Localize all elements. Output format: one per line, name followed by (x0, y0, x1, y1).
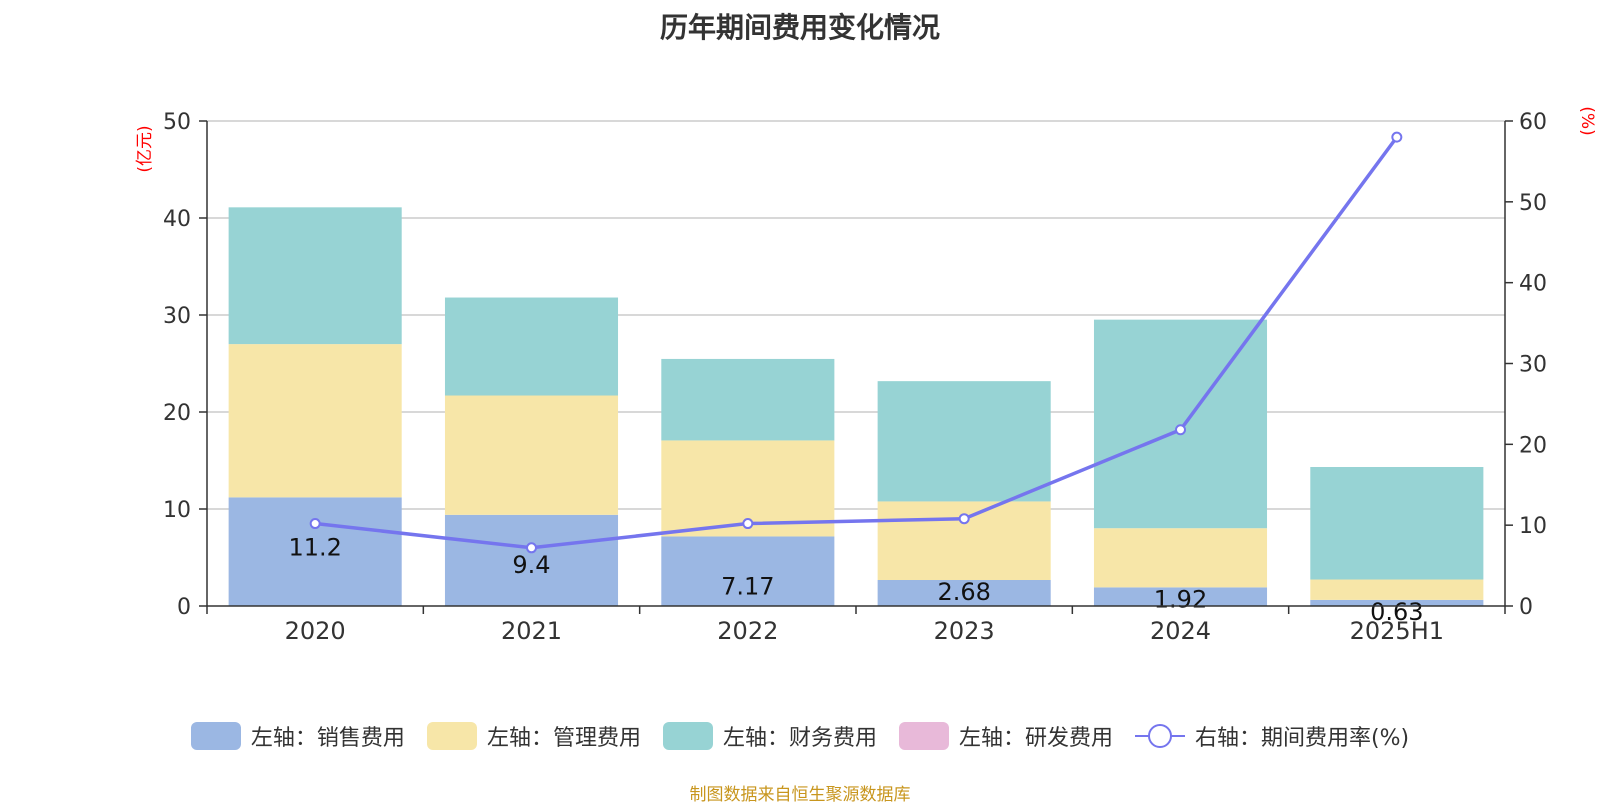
right-axis-tick-label: 40 (1519, 272, 1547, 297)
grid-lines (207, 120, 1505, 510)
legend-swatch (190, 722, 241, 750)
x-axis-tick-label: 2025H1 (1350, 617, 1444, 645)
bar-segment (877, 580, 1051, 606)
left-axis-tick-label: 30 (163, 304, 191, 329)
rate-point (1391, 131, 1403, 143)
data-label-group: 11.2 9.4 7.17 2.68 1.92 0.63 (288, 533, 1423, 626)
bar-segment (1310, 579, 1484, 600)
rate-line-group (309, 131, 1403, 554)
chart-plot: 11.2 9.4 7.17 2.68 1.92 0.63 0 10 20 30 40 50 0 10 20… (135, 106, 1597, 645)
legend-item[interactable]: 左轴：财务费用 (662, 720, 877, 752)
right-axis-tick-label: 10 (1519, 514, 1547, 539)
source-note: 制图数据来自恒生聚源数据库 (689, 785, 911, 805)
axes: 0 10 20 30 40 50 0 10 20 30 40 50 60 (亿元) (%) 2020 2021 2… (135, 106, 1597, 645)
left-axis-title: (亿元) (135, 125, 155, 172)
rate-point (526, 542, 537, 554)
bar-segment (444, 395, 619, 515)
bar-group (228, 207, 1484, 606)
legend-label: 左轴：研发费用 (958, 726, 1113, 751)
legend-label: 左轴：销售费用 (250, 726, 405, 751)
x-axis-tick-label: 2020 (285, 617, 346, 645)
bar-segment (661, 358, 835, 441)
legend-swatch (898, 722, 949, 750)
legend-line-icon (1134, 724, 1185, 748)
legend-item[interactable]: 左轴：研发费用 (898, 720, 1113, 752)
bar-segment (877, 381, 1051, 502)
left-axis-tick-label: 0 (177, 595, 191, 620)
rate-line (314, 136, 1399, 550)
right-axis-tick-label: 20 (1519, 433, 1547, 458)
legend-item[interactable]: 左轴：管理费用 (426, 720, 641, 752)
chart-title: 历年期间费用变化情况 (659, 11, 940, 44)
data-label: 9.4 (512, 551, 550, 579)
data-label: 1.92 (1154, 585, 1207, 613)
bar-segment (444, 297, 619, 396)
right-axis-tick-label: 0 (1519, 595, 1533, 620)
x-axis-tick-label: 2022 (717, 617, 778, 645)
legend: 左轴：销售费用 左轴：管理费用 左轴：财务费用 左轴：研发费用 右轴：期间费用率(%) (0, 720, 1600, 752)
x-axis-tick-label: 2023 (934, 617, 995, 645)
bar-segment (1310, 599, 1484, 606)
x-axis-tick-label: 2021 (501, 617, 562, 645)
left-axis-tick-label: 40 (163, 207, 191, 232)
rate-point (1175, 424, 1186, 436)
data-label: 7.17 (721, 572, 774, 600)
bar-segment (1310, 466, 1484, 580)
bar-segment (228, 207, 402, 345)
left-axis-tick-label: 20 (163, 401, 191, 426)
left-axis-tick-label: 50 (163, 110, 191, 135)
bar-segment (228, 497, 402, 606)
x-axis-tick-label: 2024 (1150, 617, 1211, 645)
left-axis-tick-label: 10 (163, 498, 191, 523)
legend-swatch (426, 722, 477, 750)
data-label: 11.2 (288, 533, 341, 561)
bar-segment (1093, 528, 1268, 588)
data-label: 2.68 (937, 578, 990, 606)
rate-point (742, 518, 754, 530)
legend-label: 左轴：财务费用 (722, 726, 877, 751)
rate-point (309, 518, 321, 530)
bar-segment (228, 344, 402, 498)
bar-segment (1093, 587, 1268, 606)
legend-item[interactable]: 右轴：期间费用率(%) (1134, 720, 1410, 752)
legend-swatch (662, 722, 713, 750)
right-axis-tick-label: 50 (1519, 191, 1547, 216)
right-axis-tick-label: 30 (1519, 353, 1547, 378)
bar-segment (444, 514, 619, 606)
bar-segment (1093, 319, 1268, 529)
legend-item[interactable]: 左轴：销售费用 (190, 720, 405, 752)
right-axis-title: (%) (1577, 106, 1597, 135)
bar-segment (661, 536, 835, 606)
data-label: 0.63 (1370, 598, 1423, 626)
legend-label: 右轴：期间费用率(%) (1194, 726, 1410, 751)
right-axis-tick-label: 60 (1519, 110, 1547, 135)
rate-point (958, 513, 970, 525)
legend-label: 左轴：管理费用 (486, 726, 641, 751)
